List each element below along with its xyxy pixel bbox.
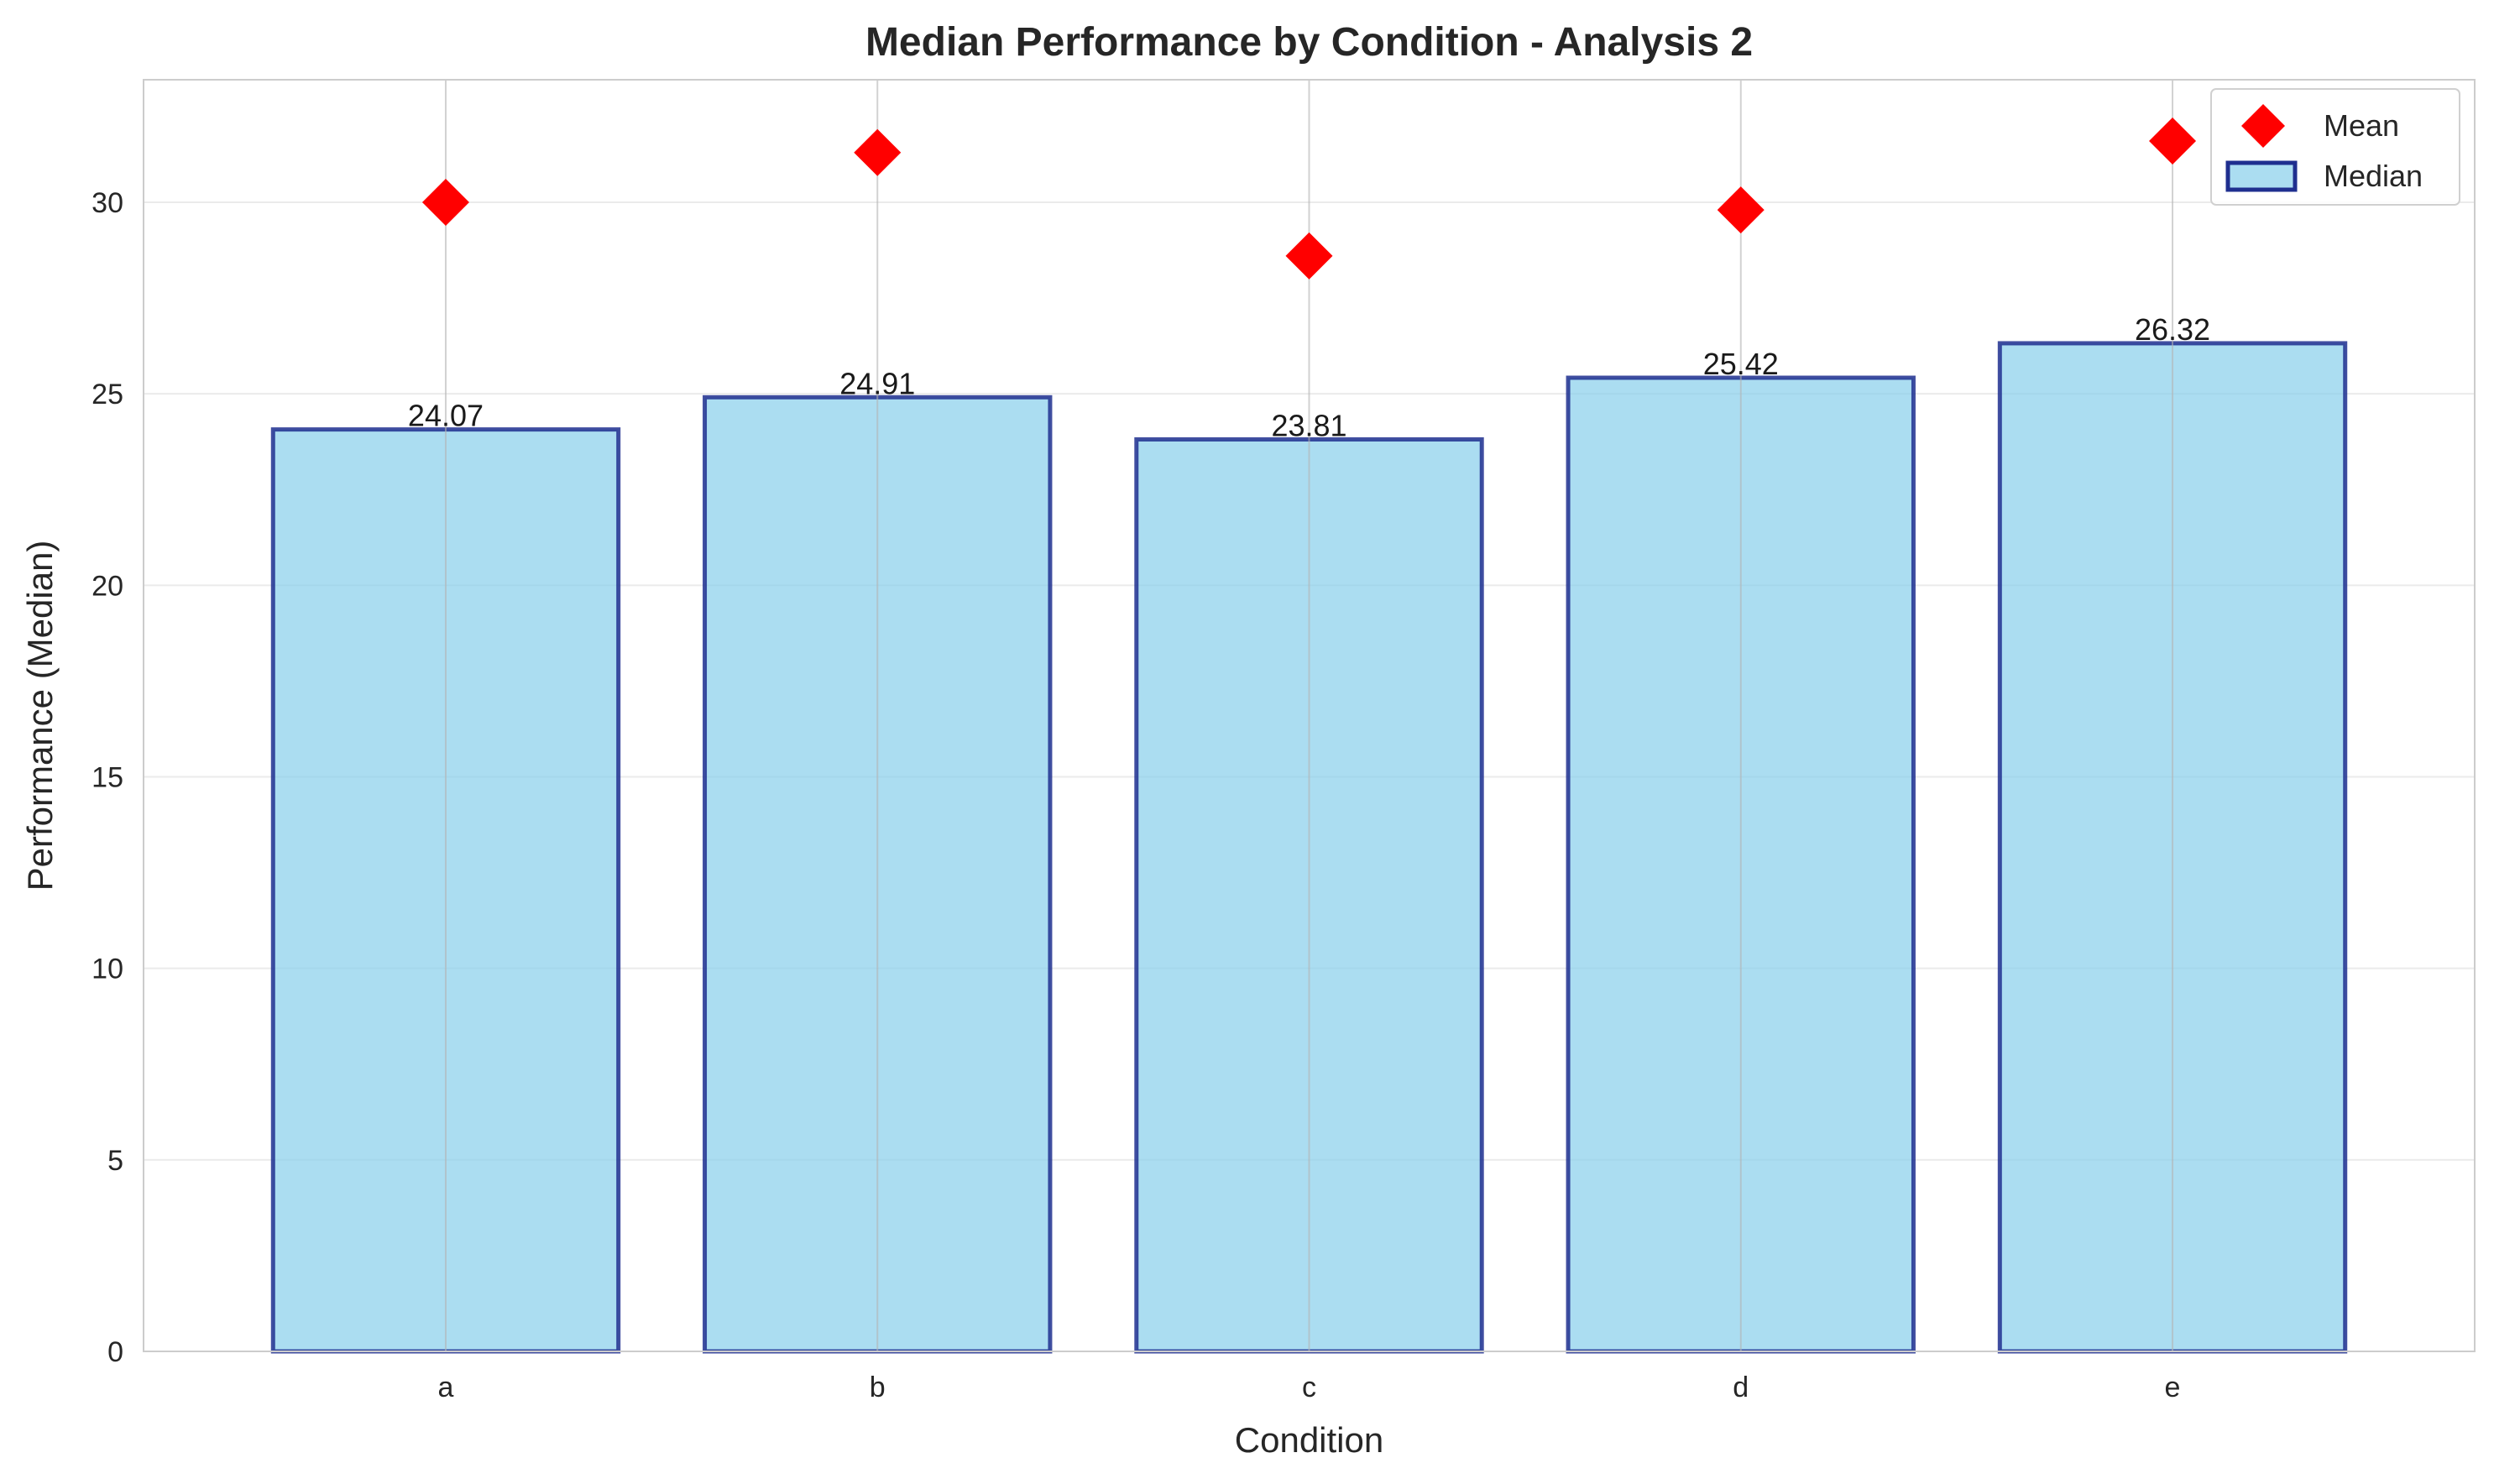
data-label-b: 24.91 [839, 366, 915, 400]
plot-frame [143, 79, 2476, 1352]
chart-title: Median Performance by Condition - Analys… [865, 20, 1753, 65]
vertical-grid [444, 80, 2174, 1351]
x-tick-label-b: b [870, 1372, 886, 1403]
y-tick-label: 15 [91, 762, 123, 794]
mean-marker-e [2149, 118, 2197, 165]
data-label-c: 23.81 [1271, 408, 1346, 442]
mean-marker-a [421, 179, 469, 227]
y-axis-label: Performance (Median) [20, 541, 60, 891]
x-tick-label-c: c [1302, 1372, 1316, 1403]
y-tick-label: 5 [107, 1145, 123, 1177]
y-tick-label: 20 [91, 570, 123, 602]
legend-mean-swatch [2241, 104, 2285, 148]
y-tick-label: 10 [91, 954, 123, 985]
mean-marker-d [1717, 186, 1765, 234]
data-label-a: 24.07 [408, 399, 484, 433]
legend-mean-label: Mean [2324, 108, 2399, 143]
y-tick-label: 0 [107, 1336, 123, 1368]
x-tick-label-a: a [438, 1372, 454, 1403]
x-axis-label: Condition [1235, 1420, 1383, 1460]
legend-median-swatch [2225, 160, 2298, 192]
y-tick-label: 30 [91, 187, 123, 219]
mean-marker-b [854, 128, 902, 176]
x-tick-label-e: e [2165, 1372, 2181, 1403]
legend: Mean Median [2210, 88, 2460, 206]
mean-marker-c [1285, 232, 1333, 280]
data-label-d: 25.42 [1703, 347, 1779, 381]
data-labels: 24.07 24.91 23.81 25.42 26.32 [408, 312, 2210, 443]
x-tick-label-d: d [1733, 1372, 1749, 1403]
legend-median-label: Median [2324, 159, 2423, 193]
y-tick-label: 25 [91, 379, 123, 410]
mean-markers [421, 118, 2197, 280]
data-label-e: 26.32 [2135, 312, 2210, 347]
ticks: 0 5 10 15 20 25 30 a b c d e [91, 187, 2180, 1403]
